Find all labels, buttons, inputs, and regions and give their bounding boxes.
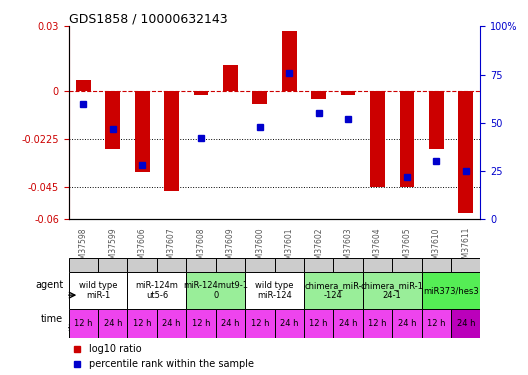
Bar [363, 258, 392, 272]
Text: 12 h: 12 h [427, 319, 446, 328]
Text: percentile rank within the sample: percentile rank within the sample [89, 359, 254, 369]
Bar [216, 309, 245, 338]
Text: chimera_miR-
-124: chimera_miR- -124 [305, 281, 362, 300]
Bar [135, 91, 149, 172]
Text: 24 h: 24 h [162, 319, 181, 328]
Bar [341, 91, 355, 95]
Bar [69, 272, 127, 309]
Text: 12 h: 12 h [74, 319, 92, 328]
Bar [422, 272, 480, 309]
Text: 12 h: 12 h [309, 319, 328, 328]
Bar [304, 272, 363, 309]
Bar [98, 309, 127, 338]
Bar [98, 258, 127, 272]
Bar [216, 258, 245, 272]
Text: wild type
miR-1: wild type miR-1 [79, 281, 117, 300]
Bar [186, 258, 216, 272]
Bar [157, 309, 186, 338]
Bar [186, 309, 216, 338]
Bar [363, 272, 422, 309]
Bar [458, 91, 473, 213]
Bar [422, 309, 451, 338]
Bar [275, 309, 304, 338]
Text: 24 h: 24 h [221, 319, 240, 328]
Bar [282, 30, 297, 91]
Text: 12 h: 12 h [133, 319, 152, 328]
Text: 24 h: 24 h [280, 319, 298, 328]
Text: chimera_miR-1
24-1: chimera_miR-1 24-1 [361, 281, 423, 300]
Bar [400, 91, 414, 187]
Bar [392, 309, 422, 338]
Text: miR-124mut9-1
0: miR-124mut9-1 0 [183, 281, 248, 300]
Text: 12 h: 12 h [192, 319, 210, 328]
Bar [392, 258, 422, 272]
Bar [127, 258, 157, 272]
Text: log10 ratio: log10 ratio [89, 344, 142, 354]
Bar [223, 65, 238, 91]
Bar [370, 91, 385, 187]
Text: wild type
miR-124: wild type miR-124 [256, 281, 294, 300]
Bar [451, 309, 480, 338]
Bar [312, 91, 326, 99]
Bar [333, 309, 363, 338]
Bar [69, 309, 98, 338]
Bar [245, 258, 275, 272]
Bar [194, 91, 209, 95]
Bar [127, 309, 157, 338]
Text: time: time [41, 314, 63, 324]
Text: 24 h: 24 h [398, 319, 416, 328]
Text: 24 h: 24 h [457, 319, 475, 328]
Bar [186, 272, 245, 309]
Bar [157, 258, 186, 272]
Bar [333, 258, 363, 272]
Bar [451, 258, 480, 272]
Bar [363, 309, 392, 338]
Bar [252, 91, 267, 104]
Text: miR-124m
ut5-6: miR-124m ut5-6 [136, 281, 178, 300]
Text: 24 h: 24 h [339, 319, 357, 328]
Bar [304, 309, 333, 338]
Bar [245, 272, 304, 309]
Text: 12 h: 12 h [251, 319, 269, 328]
Bar [245, 309, 275, 338]
Bar [106, 91, 120, 148]
Bar [127, 272, 186, 309]
Text: 12 h: 12 h [368, 319, 387, 328]
Bar [69, 258, 98, 272]
Bar [164, 91, 179, 192]
Bar [275, 258, 304, 272]
Bar [304, 258, 333, 272]
Text: 24 h: 24 h [103, 319, 122, 328]
Text: agent: agent [35, 280, 63, 290]
Bar [422, 258, 451, 272]
Text: GDS1858 / 10000632143: GDS1858 / 10000632143 [69, 12, 227, 25]
Bar [429, 91, 444, 148]
Bar [76, 80, 91, 91]
Text: miR373/hes3: miR373/hes3 [423, 286, 479, 295]
